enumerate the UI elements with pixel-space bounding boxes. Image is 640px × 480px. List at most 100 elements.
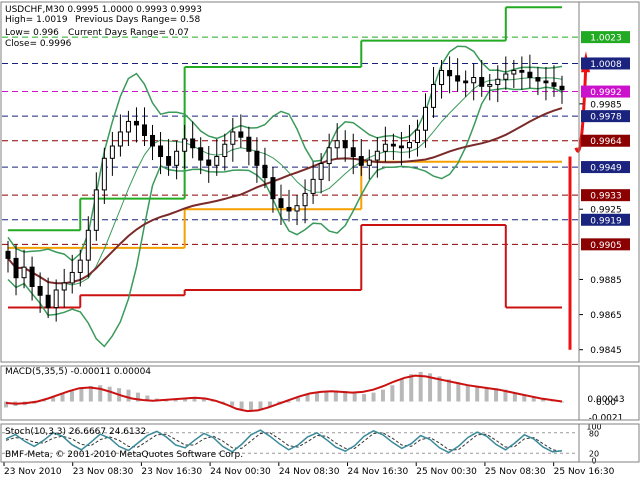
time-axis-label: 23 Nov 2010 xyxy=(4,467,62,477)
macd-title: MACD(5,35,5) -0.00011 0.00004 xyxy=(5,367,151,377)
price-label-box xyxy=(581,189,630,202)
price-axis-label: 0.9985 xyxy=(590,100,622,110)
candle-body xyxy=(535,77,541,82)
candle-body xyxy=(286,206,292,212)
candle-body xyxy=(310,178,316,194)
candle-body xyxy=(222,143,228,158)
candle-body xyxy=(141,124,147,136)
candle-body xyxy=(519,69,525,73)
candle-body xyxy=(318,163,324,180)
macd-histogram-bar xyxy=(239,401,244,409)
candle-body xyxy=(302,192,308,207)
candle-body xyxy=(463,80,469,84)
macd-histogram-bar xyxy=(371,392,376,402)
stoch-main-line xyxy=(5,429,563,454)
macd-histogram-bar xyxy=(324,391,329,402)
macd-histogram-bar xyxy=(126,389,131,402)
macd-histogram-bar xyxy=(258,401,263,411)
macd-histogram-bar xyxy=(437,376,442,402)
bollinger-upper-line xyxy=(7,45,563,262)
macd-histogram-bar xyxy=(314,392,319,402)
macd-histogram-bar xyxy=(522,394,527,402)
candle-body xyxy=(69,271,75,284)
candle-body xyxy=(503,73,509,80)
candle-body xyxy=(246,136,252,152)
candle-body xyxy=(198,147,204,161)
high-label: High= 1.0019 xyxy=(5,15,68,25)
price-axis-label: 0.9933 xyxy=(590,192,622,202)
macd-histogram-bar xyxy=(418,371,423,402)
time-axis-label: 25 Nov 08:30 xyxy=(485,467,546,477)
candle-body xyxy=(326,147,332,165)
price-label-box xyxy=(581,213,630,226)
panel-frame xyxy=(0,365,640,421)
candle-body xyxy=(559,85,565,91)
macd-histogram-bar xyxy=(183,397,188,402)
macd-histogram-bar xyxy=(51,397,56,402)
macd-histogram-bar xyxy=(88,385,93,402)
candle-body xyxy=(21,266,27,279)
candle-body xyxy=(270,177,276,200)
price-axis-label: 0.9964 xyxy=(590,137,622,147)
time-axis-label: 25 Nov 00:30 xyxy=(416,467,477,477)
macd-histogram-bar xyxy=(4,401,8,408)
candle-body xyxy=(527,71,533,79)
stoch-axis-label: 100 xyxy=(586,423,601,432)
candle-body xyxy=(278,198,284,208)
candle-body xyxy=(511,69,517,75)
price-axis-label: 0.9949 xyxy=(590,164,622,174)
time-axis-label: 25 Nov 16:30 xyxy=(554,467,615,477)
candle-body xyxy=(406,141,412,149)
price-axis-label: 0.9992 xyxy=(590,88,622,98)
time-axis-label: 24 Nov 00:30 xyxy=(210,467,271,477)
macd-axis-label: 0.00 xyxy=(596,398,616,408)
candle-body xyxy=(551,82,557,87)
current-days-range: Current Days Range= 0.07 xyxy=(68,28,189,38)
candle-body xyxy=(5,250,11,259)
time-axis-label: 23 Nov 08:30 xyxy=(73,467,134,477)
macd-histogram-bar xyxy=(494,388,499,402)
candle-body xyxy=(358,156,364,166)
macd-histogram-bar xyxy=(399,379,404,402)
macd-histogram-bar xyxy=(107,386,112,402)
candle-body xyxy=(93,189,99,231)
macd-histogram-bar xyxy=(531,397,536,402)
candle-body xyxy=(262,164,268,179)
macd-histogram-bar xyxy=(192,397,197,402)
price-label-box xyxy=(581,31,630,44)
stoch-axis-label: 0 xyxy=(591,457,596,466)
candle-body xyxy=(174,150,180,166)
low-label: Low= 0.996 xyxy=(5,28,59,38)
candle-body xyxy=(447,69,453,77)
candle-body xyxy=(423,106,429,131)
macd-histogram-bar xyxy=(286,401,291,403)
candle-body xyxy=(487,84,493,87)
candle-body xyxy=(125,120,131,133)
panel-frame xyxy=(0,1,640,363)
macd-histogram-bar xyxy=(296,397,301,402)
bollinger-middle-line xyxy=(7,77,563,286)
candle-body xyxy=(334,140,340,149)
time-axis-label: 24 Nov 16:30 xyxy=(348,467,409,477)
macd-histogram-bar xyxy=(409,374,414,402)
macd-histogram-bar xyxy=(230,401,235,406)
price-label-box xyxy=(581,238,630,251)
macd-histogram-bar xyxy=(352,392,357,402)
price-axis-label: 1.0023 xyxy=(590,34,622,44)
main-price-panel: 1.0023 1.0008 0.9992 0.9985 0.9978 0.9964 0.99… xyxy=(2,6,630,356)
macd-histogram-bar xyxy=(465,385,470,402)
macd-histogram-bar xyxy=(380,389,385,402)
candle-body xyxy=(471,77,477,84)
price-label-box xyxy=(581,110,630,123)
candle-body xyxy=(166,156,172,166)
previous-days-range: Previous Days Range= 0.58 xyxy=(75,15,200,25)
price-label-box xyxy=(581,85,630,98)
candle-body xyxy=(414,129,420,143)
macd-axis-label: 0.00043 xyxy=(587,395,624,405)
macd-histogram-bar xyxy=(446,379,451,402)
bollinger-lower-line xyxy=(7,86,563,348)
price-axis-label: 1.0008 xyxy=(590,60,622,70)
price-label-box xyxy=(581,134,630,147)
macd-histogram-bar xyxy=(60,394,65,402)
